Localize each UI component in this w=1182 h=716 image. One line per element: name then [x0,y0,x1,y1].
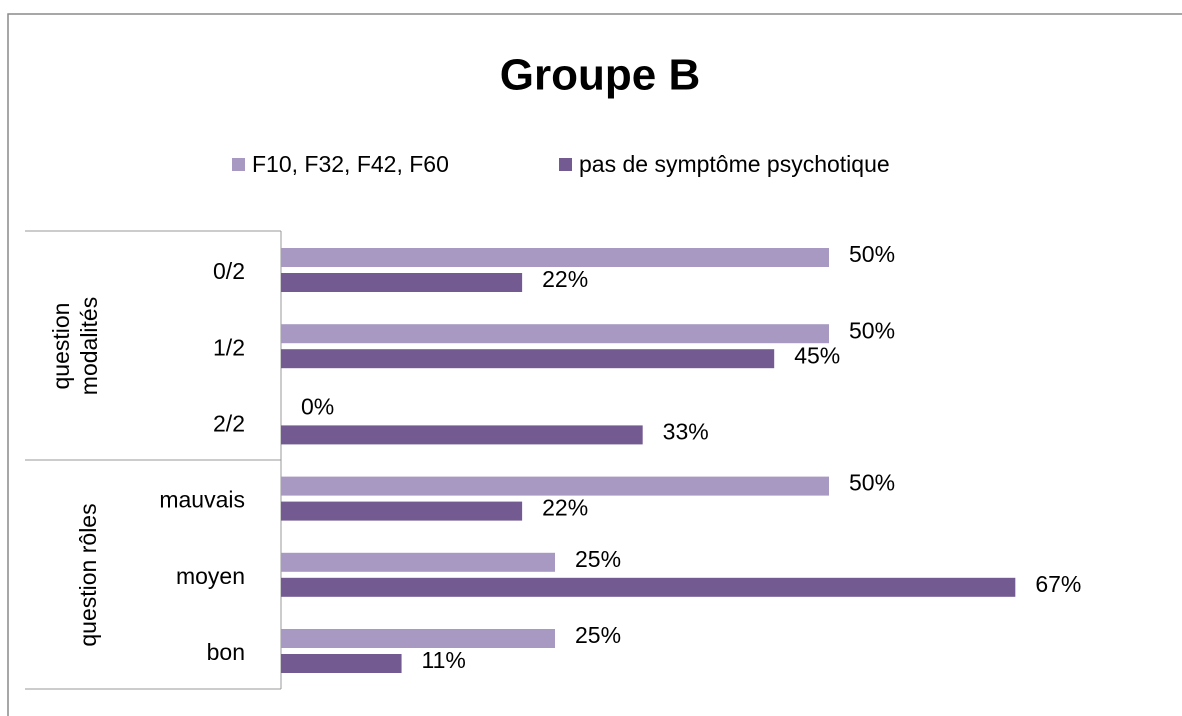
bar [281,425,643,445]
bar [281,476,829,496]
legend-label: pas de symptôme psychotique [579,151,890,177]
value-label: 50% [849,470,895,496]
bar [281,577,1016,597]
category-label: 2/2 [213,410,245,436]
value-label: 50% [849,241,895,267]
group-label: question modalités [48,296,102,396]
value-label: 11% [422,647,466,673]
bar [281,349,775,369]
bar [281,273,523,292]
category-label: 1/2 [213,334,245,360]
value-label: 50% [849,317,895,343]
bar [281,324,829,344]
value-label: 67% [1035,571,1081,597]
value-label: 22% [542,266,588,292]
bar [281,248,829,267]
category-label: moyen [176,563,245,589]
group-label: question rôles [75,503,101,647]
category-label: mauvais [159,487,245,513]
category-label: bon [207,639,245,665]
frame [7,13,1182,716]
legend-label: F10, F32, F42, F60 [252,151,449,177]
legend-swatch [232,158,245,171]
value-label: 0% [301,393,334,419]
value-label: 22% [542,495,588,521]
bar [281,501,523,521]
bar [281,654,402,673]
chart-title: Groupe B [500,51,700,100]
value-label: 25% [575,622,621,648]
value-label: 33% [663,418,709,444]
bar [281,629,555,648]
category-label: 0/2 [213,258,245,284]
value-label: 25% [575,546,621,572]
bar [281,552,555,572]
value-label: 45% [794,342,840,368]
legend-swatch [559,158,572,171]
